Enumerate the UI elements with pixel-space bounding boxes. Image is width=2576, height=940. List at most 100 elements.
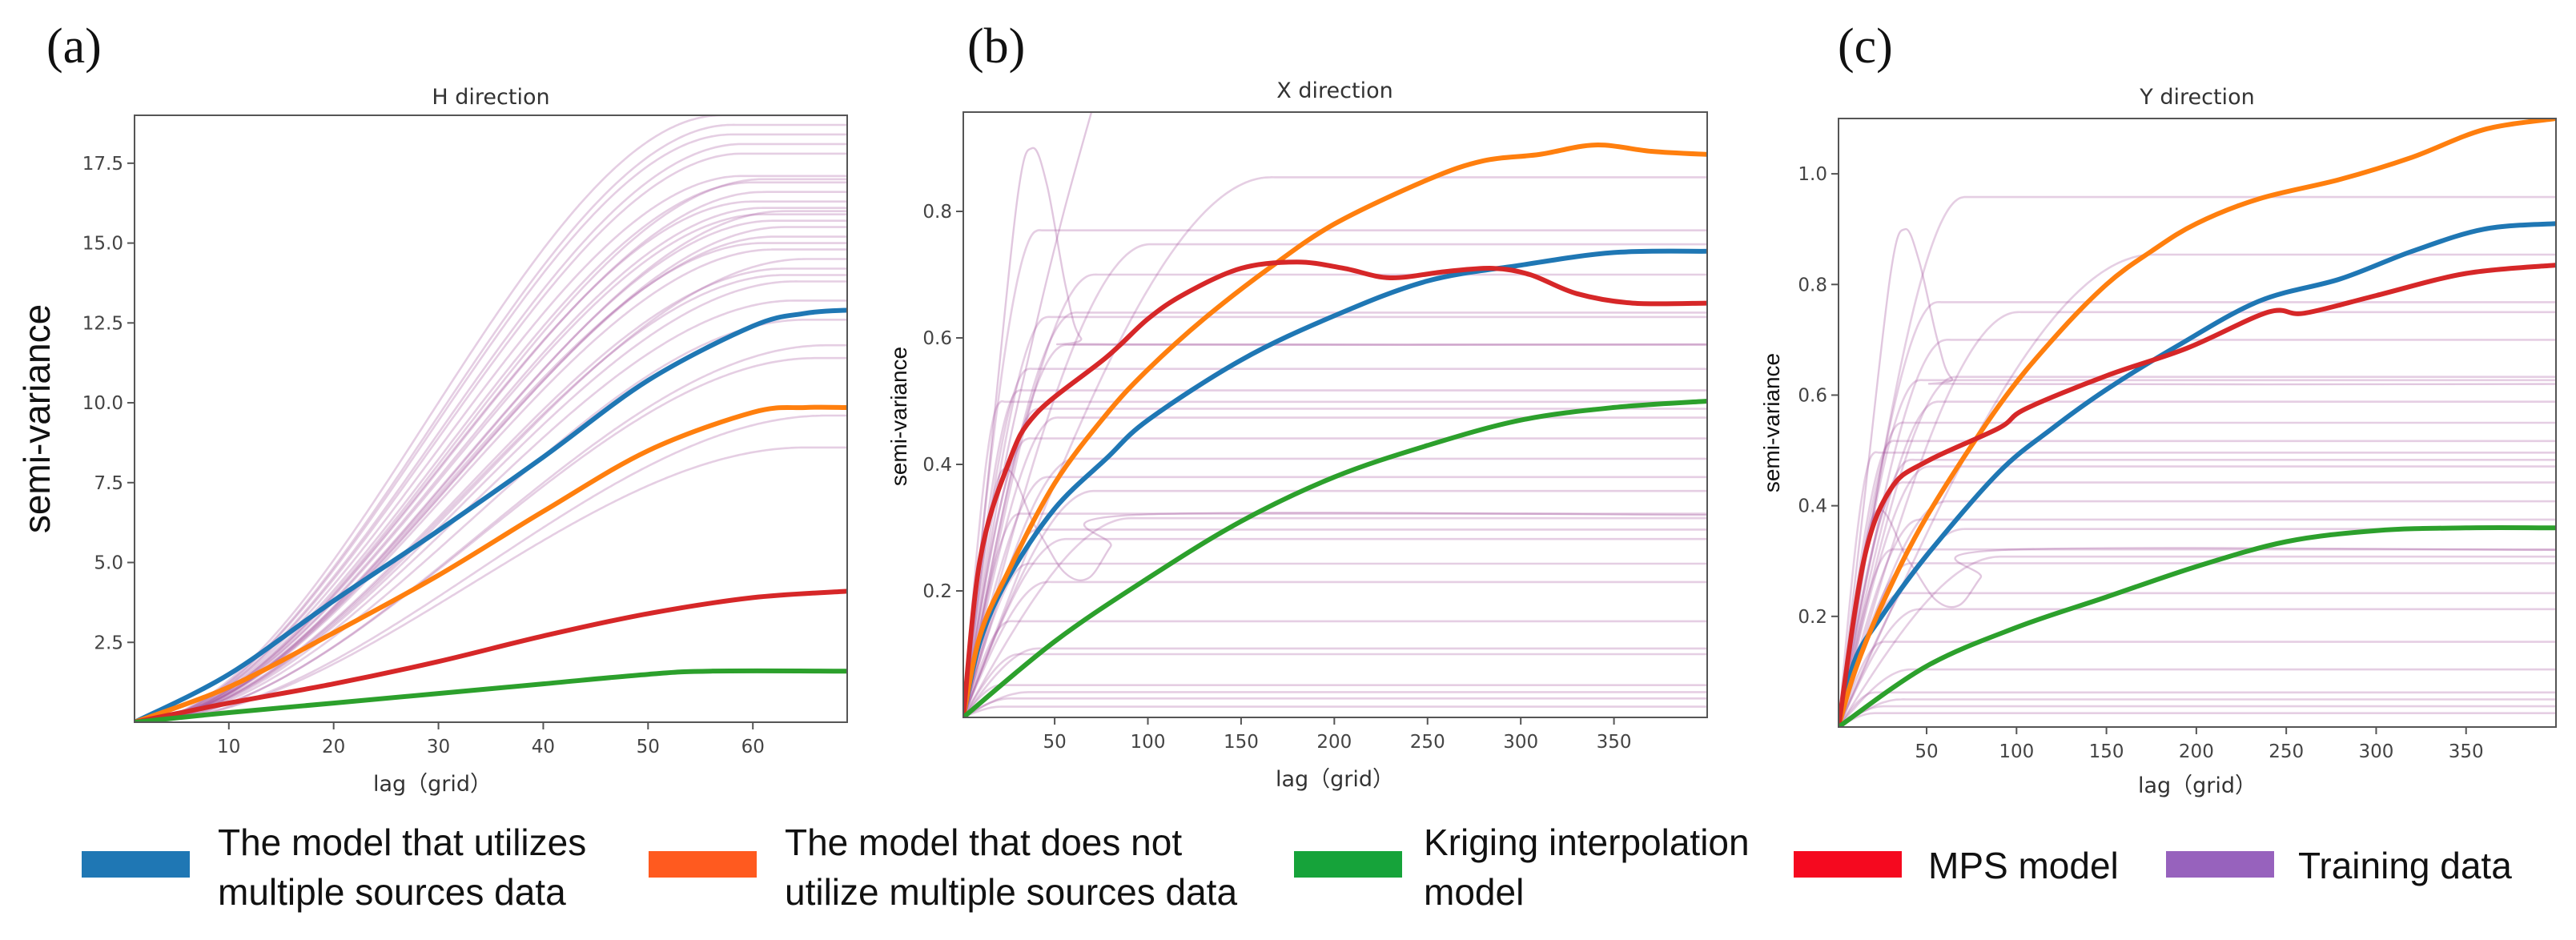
- plot-area: 50 100 150 200 250 300 350 0.2 0.4 0.6 0.8: [922, 111, 1708, 753]
- x-axis-label: lag（grid）: [373, 772, 492, 797]
- legend-swatch: [1794, 851, 1902, 878]
- y-tick-label: 17.5: [82, 154, 123, 175]
- training-data-line: [1839, 705, 2556, 727]
- series-line-kriging-interpolation-model: [963, 399, 1707, 717]
- x-tick-label: 100: [1999, 741, 2034, 762]
- plot-frame: [134, 114, 848, 723]
- training-data-line: [1839, 668, 2556, 727]
- training-data-line: [135, 181, 847, 722]
- training-data-line: [1839, 592, 2556, 727]
- training-data-line: [963, 416, 1707, 717]
- x-axis-label: lag（grid）: [1276, 767, 1394, 792]
- y-axis-label: semi-variance: [1759, 353, 1784, 492]
- series-line-kriging-interpolation-model: [1839, 525, 2556, 727]
- series-line-the-model-that-utilizes-multiple-sources-data: [135, 307, 847, 722]
- series-line-mps-model: [1839, 263, 2556, 727]
- training-data-line: [1839, 608, 2556, 727]
- y-tick-label: 10.0: [82, 393, 123, 414]
- training-data-line: [1839, 440, 2556, 727]
- series-group: [963, 112, 1707, 717]
- y-tick-label: 0.6: [922, 328, 952, 349]
- training-data-line: [963, 653, 1707, 717]
- training-data-line: [963, 562, 1707, 717]
- chart-title: H direction: [432, 85, 549, 110]
- series-group: [1839, 119, 2556, 727]
- y-tick-label: 0.4: [1798, 496, 1827, 517]
- y-tick-label: 0.8: [922, 202, 952, 223]
- training-data-line: [1839, 376, 2556, 727]
- legend-item-training-data: Training data: [2166, 845, 2512, 886]
- training-data-line: [1839, 338, 2556, 727]
- training-data-line: [963, 620, 1707, 717]
- training-data-line: [963, 457, 1707, 717]
- training-data-line: [1839, 562, 2556, 727]
- y-tick-label: 7.5: [94, 473, 123, 494]
- training-data-line: [135, 178, 847, 722]
- training-data-line: [963, 243, 1707, 717]
- legend-label-line: The model that does not: [785, 821, 1182, 863]
- x-tick-label: 60: [741, 737, 765, 757]
- training-data-line: [963, 229, 1707, 717]
- training-data-line: [135, 248, 847, 722]
- legend-item-single-source-model: The model that does not utilize multiple…: [649, 821, 1237, 913]
- training-data-line: [963, 684, 1707, 717]
- training-data-line: [1839, 421, 2556, 727]
- training-data-line: [963, 580, 1707, 717]
- training-data-line: [135, 152, 847, 722]
- series-line-the-model-that-does-not-utilize-multiple-sources-data: [963, 143, 1707, 717]
- legend-label-line: multiple sources data: [218, 871, 566, 913]
- y-axis-label: semi-variance: [16, 304, 58, 533]
- training-data-line: [135, 226, 847, 722]
- training-data-line: [963, 697, 1707, 717]
- training-data-line: [963, 537, 1707, 717]
- training-data-line: [1839, 311, 2556, 727]
- training-data-line: [1839, 481, 2556, 727]
- y-tick-label: 0.2: [922, 581, 952, 602]
- training-data-line: [963, 147, 1707, 717]
- x-axis-label: lag（grid）: [2138, 773, 2257, 798]
- x-tick-label: 100: [1131, 732, 1166, 753]
- training-data-line: [1839, 500, 2556, 727]
- series-group: [135, 115, 847, 722]
- y-tick-label: 2.5: [94, 633, 123, 653]
- training-data-line: [1839, 641, 2556, 727]
- training-data-line: [963, 176, 1707, 717]
- training-data-line: [963, 388, 1707, 717]
- legend-item-mps: MPS model: [1794, 845, 2119, 886]
- plot-frame: [962, 111, 1708, 718]
- x-tick-label: 10: [217, 737, 240, 757]
- training-data-line: [135, 280, 847, 722]
- legend-label-line: utilize multiple sources data: [785, 871, 1237, 913]
- training-data-line: [135, 356, 847, 722]
- training-data-line: [1839, 712, 2556, 727]
- training-data-line: [1839, 400, 2556, 727]
- x-tick-label: 20: [322, 737, 345, 757]
- series-line-the-model-that-does-not-utilize-multiple-sources-data: [135, 404, 847, 722]
- training-data-line: [1839, 195, 2556, 727]
- legend-swatch: [2166, 851, 2274, 878]
- x-tick-label: 250: [1410, 732, 1445, 753]
- training-data-line: [963, 400, 1707, 717]
- training-data-line: [135, 133, 847, 722]
- training-data-line: [135, 299, 847, 722]
- y-tick-label: 15.0: [82, 234, 123, 255]
- series-line-mps-model: [963, 259, 1707, 717]
- x-tick-label: 40: [532, 737, 555, 757]
- training-data-line: [1839, 555, 2556, 727]
- series-line-kriging-interpolation-model: [135, 668, 847, 722]
- y-axis-label: semi-variance: [886, 347, 911, 486]
- panel-b: (b) X direction semi-variance lag（grid） …: [886, 19, 1708, 792]
- training-data-line: [1839, 508, 2556, 727]
- legend-swatch: [1294, 851, 1402, 878]
- training-data-line: [135, 318, 847, 722]
- x-tick-label: 200: [2179, 741, 2214, 762]
- legend-swatch: [82, 851, 190, 878]
- x-tick-label: 350: [2449, 741, 2484, 762]
- training-data-line: [963, 516, 1707, 717]
- training-data-line: [963, 468, 1707, 717]
- training-data-line: [963, 489, 1707, 717]
- y-tick-label: 0.2: [1798, 607, 1827, 628]
- plot-area: 50 100 150 200 250 300 350 0.2 0.4 0.6 0.8 1.0: [1798, 118, 2557, 762]
- training-data-line: [1839, 451, 2556, 727]
- training-data-line: [963, 528, 1707, 717]
